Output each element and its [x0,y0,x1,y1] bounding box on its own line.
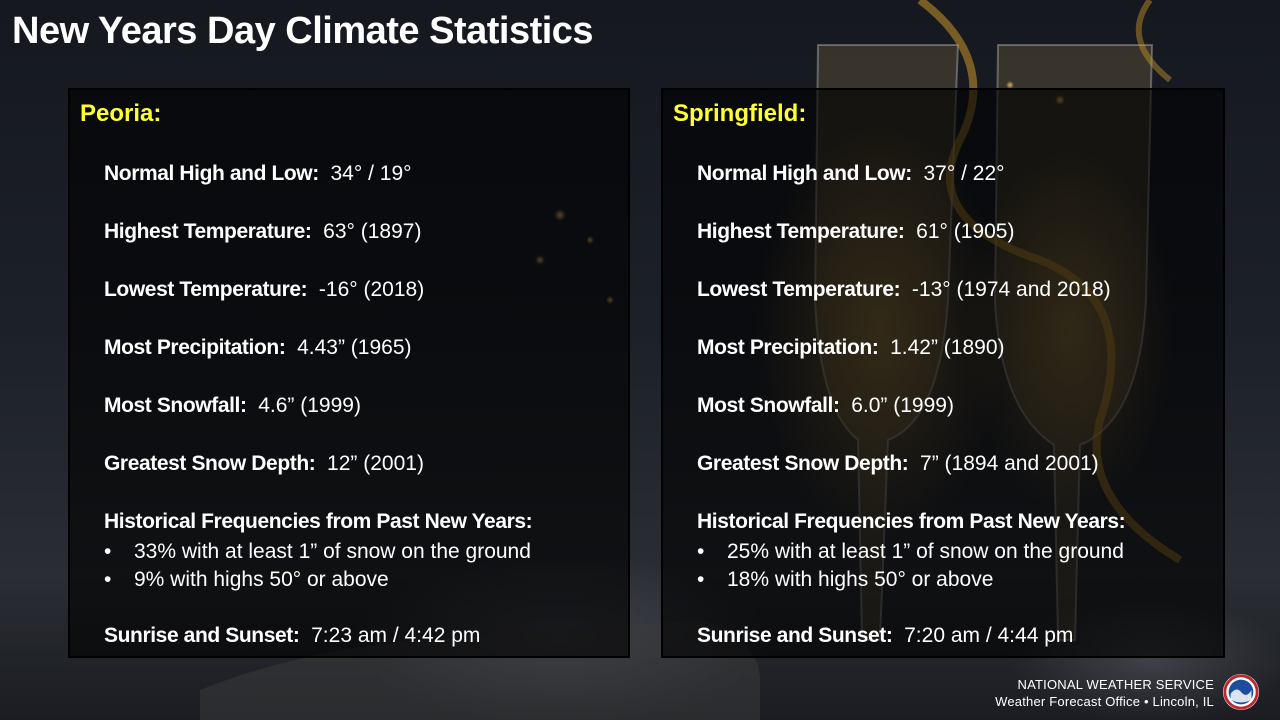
row-label: Normal High and Low: [104,162,319,185]
row-label: Most Snowfall: [697,394,840,417]
frequency-list: • 33% with at least 1” of snow on the gro… [104,538,531,594]
historical-frequencies-heading: Historical Frequencies from Past New Yea… [104,510,533,534]
lowest-temperature-row: Lowest Temperature: -16° (2018) [104,278,424,302]
greatest-snow-depth-row: Greatest Snow Depth: 12” (2001) [104,452,424,476]
city-title-peoria: Peoria: [80,100,162,127]
row-value: 61° (1905) [916,220,1015,243]
bullet-text: 18% with highs 50° or above [727,568,994,591]
row-label: Lowest Temperature: [697,278,901,301]
list-item: • 9% with highs 50° or above [104,566,531,594]
row-value: 12” (2001) [327,452,424,475]
row-label: Normal High and Low: [697,162,912,185]
highest-temperature-row: Highest Temperature: 63° (1897) [104,220,421,244]
highest-temperature-row: Highest Temperature: 61° (1905) [697,220,1014,244]
greatest-snow-depth-row: Greatest Snow Depth: 7” (1894 and 2001) [697,452,1099,476]
normal-high-low-row: Normal High and Low: 34° / 19° [104,162,412,186]
row-label: Greatest Snow Depth: [104,452,316,475]
bullet-text: 33% with at least 1” of snow on the grou… [134,540,531,563]
row-value: 34° / 19° [330,162,412,185]
nws-logo-icon [1222,673,1260,711]
sunrise-sunset-row: Sunrise and Sunset: 7:23 am / 4:42 pm [104,624,480,648]
bullet-symbol: • [697,540,705,563]
row-label: Historical Frequencies from Past New Yea… [697,510,1126,533]
row-value: 7:20 am / 4:44 pm [904,624,1074,647]
row-value: 4.43” (1965) [297,336,412,359]
lowest-temperature-row: Lowest Temperature: -13° (1974 and 2018) [697,278,1111,302]
city-title-springfield: Springfield: [673,100,807,127]
bullet-symbol: • [104,540,112,563]
list-item: • 25% with at least 1” of snow on the gro… [697,538,1124,566]
row-value: 7:23 am / 4:42 pm [311,624,481,647]
sunrise-sunset-row: Sunrise and Sunset: 7:20 am / 4:44 pm [697,624,1073,648]
footer-agency: NATIONAL WEATHER SERVICE [1017,677,1214,692]
most-precipitation-row: Most Precipitation: 1.42” (1890) [697,336,1005,360]
bullet-text: 9% with highs 50° or above [134,568,389,591]
row-value: -16° (2018) [318,278,425,301]
bullet-symbol: • [104,568,112,591]
row-label: Most Precipitation: [697,336,879,359]
row-label: Sunrise and Sunset: [697,624,893,647]
normal-high-low-row: Normal High and Low: 37° / 22° [697,162,1005,186]
row-value: 7” (1894 and 2001) [920,452,1099,475]
bullet-symbol: • [697,568,705,591]
bullet-text: 25% with at least 1” of snow on the grou… [727,540,1124,563]
row-label: Greatest Snow Depth: [697,452,909,475]
row-label: Most Snowfall: [104,394,247,417]
row-value: 63° (1897) [323,220,422,243]
row-value: 4.6” (1999) [258,394,361,417]
most-snowfall-row: Most Snowfall: 4.6” (1999) [104,394,361,418]
page-title: New Years Day Climate Statistics [12,10,594,52]
most-snowfall-row: Most Snowfall: 6.0” (1999) [697,394,954,418]
list-item: • 18% with highs 50° or above [697,566,1124,594]
historical-frequencies-heading: Historical Frequencies from Past New Yea… [697,510,1126,534]
row-label: Historical Frequencies from Past New Yea… [104,510,533,533]
frequency-list: • 25% with at least 1” of snow on the gro… [697,538,1124,594]
panel-peoria: Peoria: Normal High and Low: 34° / 19° H… [68,88,630,658]
row-value: -13° (1974 and 2018) [911,278,1111,301]
row-label: Lowest Temperature: [104,278,308,301]
row-label: Most Precipitation: [104,336,286,359]
panel-springfield: Springfield: Normal High and Low: 37° / … [661,88,1225,658]
row-label: Highest Temperature: [697,220,905,243]
row-label: Highest Temperature: [104,220,312,243]
row-value: 1.42” (1890) [890,336,1005,359]
row-value: 37° / 22° [923,162,1005,185]
nws-footer: NATIONAL WEATHER SERVICE Weather Forecas… [995,676,1214,710]
list-item: • 33% with at least 1” of snow on the gro… [104,538,531,566]
row-label: Sunrise and Sunset: [104,624,300,647]
most-precipitation-row: Most Precipitation: 4.43” (1965) [104,336,412,360]
footer-office: Weather Forecast Office • Lincoln, IL [995,694,1214,709]
row-value: 6.0” (1999) [851,394,954,417]
